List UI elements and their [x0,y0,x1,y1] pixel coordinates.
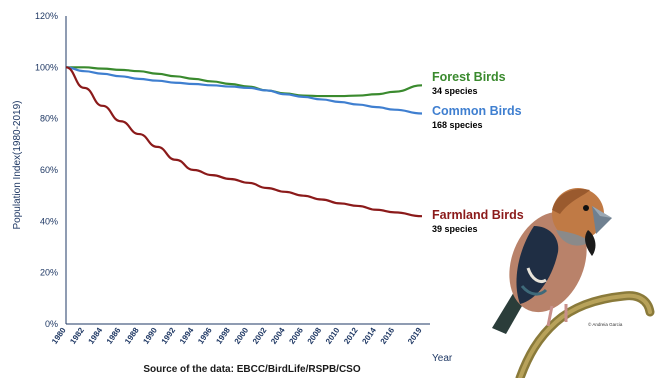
series-label-farmland: Farmland Birds [432,208,524,222]
series-line-farmland [65,66,423,218]
series-line-common [65,66,423,115]
x-tick-label: 2002 [251,326,269,346]
source-caption: Source of the data: EBCC/BirdLife/RSPB/C… [143,364,360,375]
x-tick-label: 1998 [214,326,232,346]
y-tick-label: 100% [35,62,58,72]
series-count-farmland: 39 species [432,224,478,234]
y-tick-label: 40% [40,216,58,226]
series-label-forest: Forest Birds [432,70,506,84]
hawfinch-illustration [492,188,655,378]
series-count-forest: 34 species [432,86,478,96]
x-tick-label: 1984 [87,326,105,346]
x-axis-title: Year [432,353,453,364]
x-tick-label: 2014 [360,326,378,346]
x-tick-label: 2000 [233,326,251,346]
x-tick-label: 2008 [306,326,324,346]
x-tick-label: 2010 [324,326,342,346]
x-tick-label: 1986 [105,326,123,346]
y-tick-label: 80% [40,114,58,124]
illustration-credit: © Andreia Garcia [588,321,623,327]
series-count-common: 168 species [432,120,483,130]
x-tick-label: 1992 [160,326,178,346]
x-tick-label: 1996 [196,326,214,346]
x-tick-label: 2012 [342,326,360,346]
x-tick-label: 2016 [379,326,397,346]
x-tick-label: 2019 [406,326,424,346]
y-tick-label: 0% [45,319,58,329]
y-tick-label: 60% [40,165,58,175]
y-tick-label: 120% [35,11,58,21]
x-tick-label: 2004 [269,326,287,346]
x-tick-label: 1994 [178,326,196,346]
series-line-forest [65,66,423,98]
y-axis-title: Population Index(1980-2019) [12,101,23,230]
y-tick-label: 20% [40,268,58,278]
x-tick-label: 1982 [68,326,86,346]
x-tick-label: 2006 [287,326,305,346]
x-tick-labels: 1980 1982 1984 1986 1988 1990 1992 1994 1996 1998… [50,326,424,346]
x-tick-label: 1990 [141,326,159,346]
series-label-common: Common Birds [432,104,522,118]
series-lines [65,66,423,218]
x-tick-label: 1988 [123,326,141,346]
y-tick-labels: 0% 20% 40% 60% 80% 100% 120% [35,11,58,329]
